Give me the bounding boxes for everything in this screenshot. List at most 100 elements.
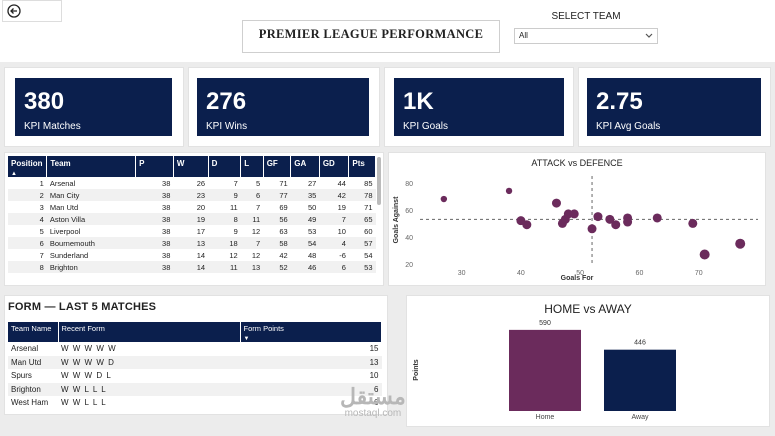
scatter-point[interactable] xyxy=(522,220,532,230)
col-goals-against[interactable]: GA xyxy=(290,156,320,177)
scatter-point[interactable] xyxy=(569,209,579,219)
data-label: 446 xyxy=(634,340,646,347)
x-tick-label: 40 xyxy=(517,270,525,277)
scatter-point[interactable] xyxy=(587,224,597,234)
table-cell: West Ham xyxy=(11,398,49,408)
col-position[interactable]: Position ▲ xyxy=(8,156,48,177)
scatter-point[interactable] xyxy=(652,213,662,223)
table-cell: 15 xyxy=(369,344,379,354)
table-cell: 8 xyxy=(208,213,241,225)
x-tick-label: 30 xyxy=(458,270,466,277)
table-cell: 23 xyxy=(173,189,209,201)
list-item[interactable]: West Ham W W L L L 6 xyxy=(8,396,382,410)
table-row[interactable]: 5 Liverpool 38 17 9 12 63 53 10 60 xyxy=(8,225,376,237)
scatter-point[interactable] xyxy=(551,198,561,208)
scatter-point[interactable] xyxy=(699,249,710,260)
table-cell: 18 xyxy=(208,237,241,249)
table-row[interactable]: 6 Bournemouth 38 13 18 7 58 54 4 57 xyxy=(8,237,376,249)
table-row[interactable]: 7 Sunderland 38 14 12 12 42 48 -6 54 xyxy=(8,249,376,261)
scrollbar[interactable] xyxy=(377,157,381,205)
kpi-card-matches: 380 KPI Matches xyxy=(15,78,172,136)
kpi-card-avg-goals: 2.75 KPI Avg Goals xyxy=(587,78,761,136)
table-cell: 63 xyxy=(279,226,288,236)
col-goals-for[interactable]: GF xyxy=(263,156,292,177)
watermark-latin: mostaql.com xyxy=(344,408,402,419)
form-table: Team Name Recent Form Form Points ▼ Arsen… xyxy=(8,322,382,410)
scatter-point[interactable] xyxy=(623,217,633,227)
y-axis-label: Goals Against xyxy=(393,196,400,243)
table-cell: 12 xyxy=(229,250,238,260)
scatter-point[interactable] xyxy=(440,195,448,203)
kpi-card-goals: 1K KPI Goals xyxy=(394,78,564,136)
col-team-name[interactable]: Team Name xyxy=(8,322,59,342)
table-cell: 38 xyxy=(135,261,174,273)
list-item[interactable]: Arsenal W W W W W 15 xyxy=(8,342,382,356)
col-drawn[interactable]: D xyxy=(208,156,242,177)
scatter-point[interactable] xyxy=(593,212,603,222)
list-item[interactable]: Spurs W W W D L 10 xyxy=(8,369,382,383)
table-cell: 1 xyxy=(39,178,44,188)
scatter-point[interactable] xyxy=(605,214,615,224)
y-tick-label: 40 xyxy=(405,235,413,242)
table-cell: 60 xyxy=(364,226,373,236)
league-table: Position ▲ Team P W D L GF GA GD Pts 1 Ars… xyxy=(8,156,376,273)
table-cell: 53 xyxy=(307,226,317,236)
col-points[interactable]: Pts xyxy=(348,156,376,177)
table-cell: 6 xyxy=(8,237,47,249)
scatter-point[interactable] xyxy=(611,220,621,230)
table-cell: Man City xyxy=(46,189,136,201)
watermark: مستقل mostaql.com xyxy=(340,386,406,420)
bar-away[interactable] xyxy=(604,349,676,411)
sort-up-icon: ▲ xyxy=(11,171,17,177)
scatter-point[interactable] xyxy=(688,218,698,228)
table-cell: 10 xyxy=(369,371,379,381)
table-cell: 14 xyxy=(196,250,206,260)
table-cell: 11 xyxy=(229,202,238,212)
table-cell: 14 xyxy=(173,261,209,273)
x-tick-label: 70 xyxy=(695,270,703,277)
col-form-points[interactable]: Form Points ▼ xyxy=(240,322,382,342)
table-row[interactable]: 8 Brighton 38 14 11 13 52 46 6 53 xyxy=(8,261,376,273)
table-row[interactable]: 4 Aston Villa 38 19 8 11 56 49 7 65 xyxy=(8,213,376,225)
col-team[interactable]: Team xyxy=(46,156,137,177)
team-select[interactable]: All xyxy=(514,28,658,44)
table-cell: Bournemouth xyxy=(46,237,136,249)
table-cell: 65 xyxy=(348,213,376,225)
form-title: FORM — LAST 5 MATCHES xyxy=(8,301,157,313)
table-cell: 71 xyxy=(279,178,288,188)
table-cell: 6 xyxy=(240,189,264,201)
col-goal-diff[interactable]: GD xyxy=(319,156,350,177)
table-cell: 54 xyxy=(364,250,373,260)
table-cell: 85 xyxy=(364,178,373,188)
table-row[interactable]: 1 Arsenal 38 26 7 5 71 27 44 85 xyxy=(8,177,376,189)
table-cell: Arsenal xyxy=(11,344,39,354)
scatter-point[interactable] xyxy=(735,238,746,249)
x-tick-label: Home xyxy=(536,414,555,421)
chevron-down-icon xyxy=(645,33,653,38)
table-cell: Aston Villa xyxy=(46,213,136,225)
col-lost[interactable]: L xyxy=(240,156,264,177)
table-cell: 6 xyxy=(319,261,349,273)
kpi-label: KPI Avg Goals xyxy=(596,121,661,132)
table-cell: 49 xyxy=(290,213,320,225)
table-cell: Man Utd xyxy=(49,202,79,212)
back-arrow-icon xyxy=(7,4,21,18)
table-cell: 13 xyxy=(173,237,209,249)
table-cell: 27 xyxy=(307,178,317,188)
table-row[interactable]: 3 Man Utd 38 20 11 7 69 50 19 71 xyxy=(8,201,376,213)
col-recent-form[interactable]: Recent Form xyxy=(58,322,241,342)
col-won[interactable]: W xyxy=(173,156,209,177)
table-cell: 71 xyxy=(364,202,373,212)
back-button[interactable] xyxy=(2,0,62,22)
list-item[interactable]: Man Utd W W W W D 13 xyxy=(8,355,382,369)
col-played[interactable]: P xyxy=(135,156,174,177)
table-row[interactable]: 2 Man City 38 23 9 6 77 35 42 78 xyxy=(8,189,376,201)
table-cell: 7 xyxy=(233,178,238,188)
table-cell: Brighton xyxy=(8,382,58,396)
scatter-point[interactable] xyxy=(505,187,513,195)
table-cell: Spurs xyxy=(11,371,32,381)
bar-home[interactable] xyxy=(509,329,581,411)
table-cell: Liverpool xyxy=(49,226,81,236)
table-cell: 57 xyxy=(348,237,376,249)
